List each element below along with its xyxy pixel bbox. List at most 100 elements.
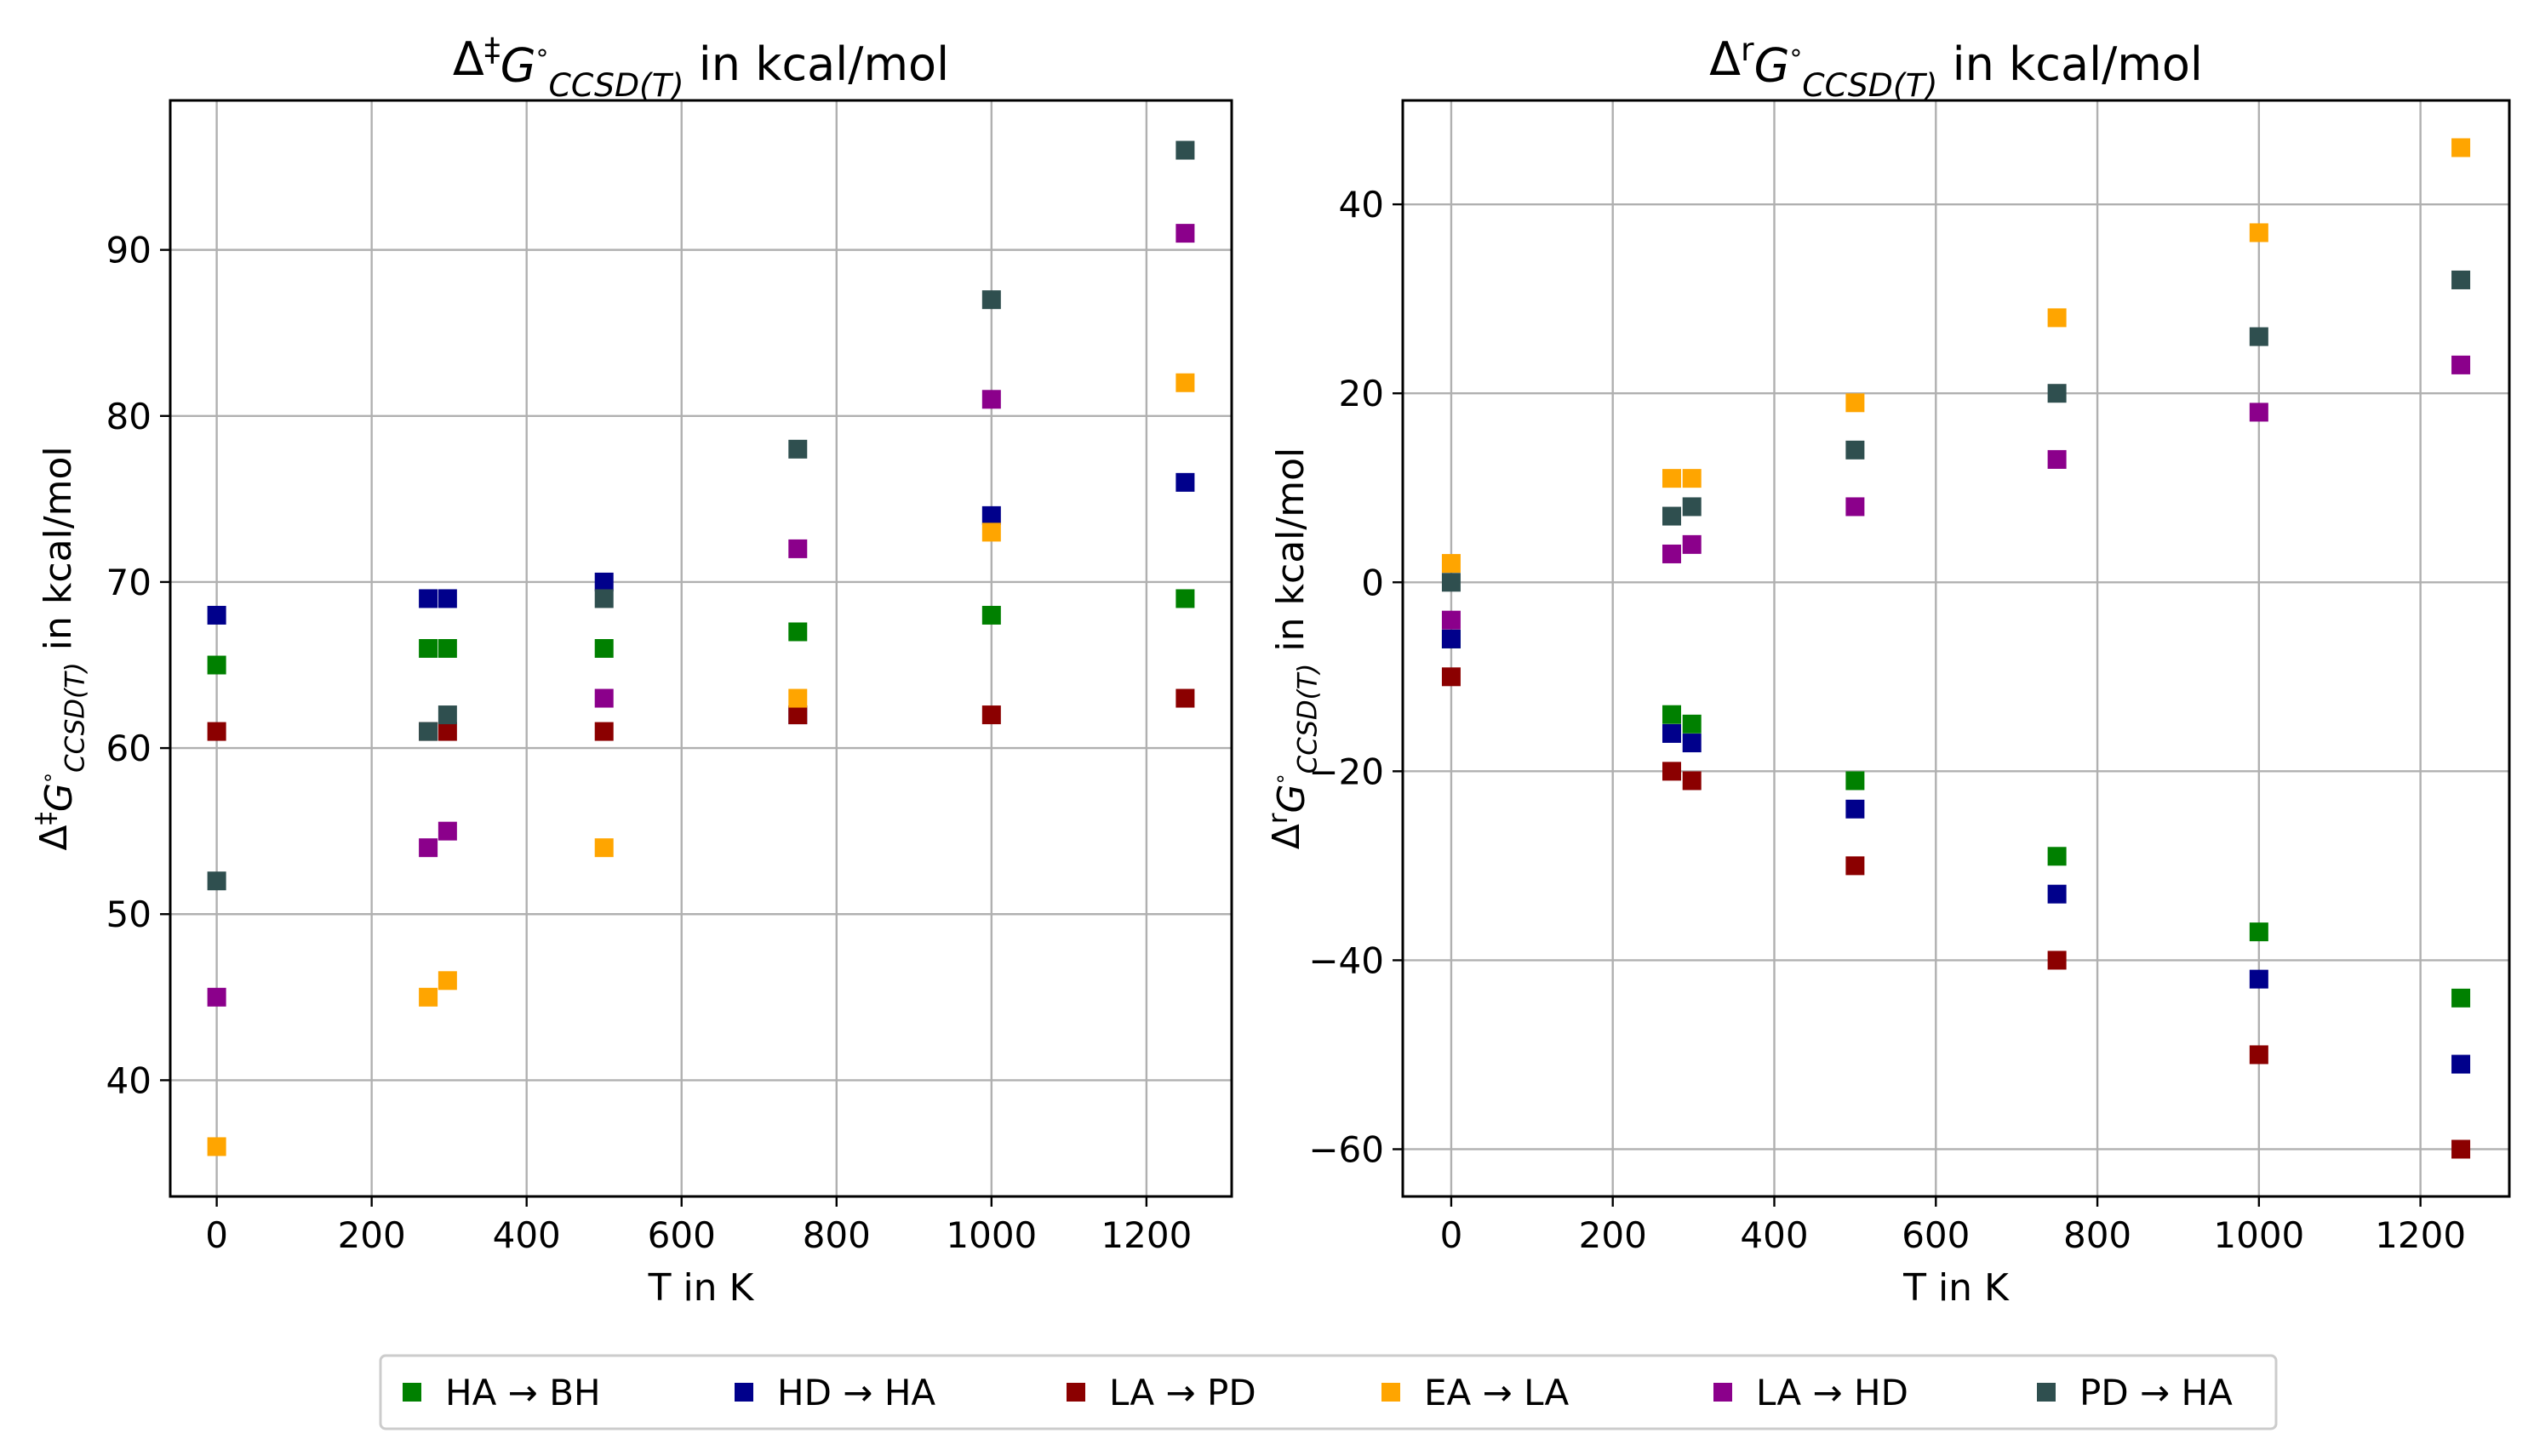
- data-point: [1175, 473, 1194, 492]
- data-point: [438, 971, 457, 990]
- data-point: [2250, 223, 2268, 242]
- data-point: [982, 290, 1001, 309]
- data-point: [788, 689, 807, 708]
- x-tick-label: 200: [338, 1214, 406, 1256]
- y-tick-label: −60: [1308, 1128, 1384, 1170]
- data-point: [982, 506, 1001, 525]
- legend-label: LA → HD: [1756, 1372, 1908, 1413]
- data-point: [1175, 374, 1194, 392]
- data-point: [982, 390, 1001, 408]
- data-point: [1442, 573, 1461, 591]
- data-point: [1683, 734, 1702, 752]
- data-point: [788, 622, 807, 641]
- y-tick-label: 70: [106, 562, 152, 603]
- data-point: [595, 639, 614, 658]
- legend-label: EA → LA: [1424, 1372, 1570, 1413]
- x-tick-label: 400: [1740, 1214, 1808, 1256]
- data-point: [2451, 356, 2470, 374]
- data-point: [1683, 469, 1702, 488]
- data-point: [2250, 1045, 2268, 1064]
- data-point: [208, 722, 226, 741]
- data-point: [2250, 403, 2268, 421]
- y-tick-label: 80: [106, 396, 152, 437]
- data-point: [2451, 1139, 2470, 1158]
- data-point: [2048, 885, 2067, 904]
- data-point: [2451, 271, 2470, 289]
- chart-title: Δ‡G°CCSD(T) in kcal/mol: [453, 31, 949, 104]
- data-point: [1683, 497, 1702, 516]
- y-tick-label: 0: [1361, 562, 1384, 603]
- data-point: [1175, 224, 1194, 243]
- y-tick-label: 60: [106, 728, 152, 769]
- data-point: [1442, 554, 1461, 573]
- data-point: [1845, 393, 1864, 412]
- data-point: [595, 573, 614, 591]
- legend-label: LA → PD: [1109, 1372, 1256, 1413]
- x-tick-label: 1200: [2375, 1214, 2466, 1256]
- legend-marker: [2037, 1383, 2056, 1402]
- data-point: [1442, 630, 1461, 648]
- data-point: [1662, 507, 1681, 526]
- chart-reaction-free-energy: 0 200 400 600 800 1000 1200 −60 −40 −20 0 20 40 T in …: [1263, 31, 2509, 1310]
- data-point: [1662, 724, 1681, 743]
- data-point: [2451, 989, 2470, 1008]
- data-point: [2048, 951, 2067, 969]
- legend-box: [380, 1356, 2276, 1429]
- legend-marker: [1381, 1383, 1400, 1402]
- data-point: [1845, 771, 1864, 790]
- data-point: [595, 722, 614, 741]
- data-point: [208, 871, 226, 890]
- x-axis-title: T in K: [648, 1266, 755, 1310]
- legend: HA → BH HD → HA LA → PD EA → LA LA → HD PD → …: [380, 1356, 2276, 1429]
- data-point: [1175, 689, 1194, 708]
- data-point: [1683, 535, 1702, 554]
- x-tick-label: 1000: [946, 1214, 1037, 1256]
- y-tick-label: 40: [106, 1059, 152, 1101]
- data-point: [419, 988, 438, 1007]
- data-point: [419, 589, 438, 608]
- x-tick-label: 0: [205, 1214, 228, 1256]
- y-axis-title: Δ‡G°CCSD(T) in kcal/mol: [31, 446, 90, 850]
- x-tick-label: 800: [803, 1214, 871, 1256]
- data-point: [1662, 545, 1681, 563]
- data-point: [1683, 771, 1702, 790]
- legend-label: HA → BH: [445, 1372, 601, 1413]
- data-point: [2451, 1055, 2470, 1074]
- data-point: [2048, 308, 2067, 327]
- data-point: [982, 522, 1001, 541]
- data-point: [1662, 762, 1681, 780]
- data-point: [788, 705, 807, 724]
- chart-activation-free-energy: 0 200 400 600 800 1000 1200405060708090T in KΔ…: [31, 31, 1232, 1310]
- data-point: [438, 722, 457, 741]
- data-point: [208, 988, 226, 1007]
- y-tick-label: 90: [106, 230, 152, 271]
- data-point: [595, 838, 614, 857]
- data-point: [2451, 139, 2470, 157]
- chart-title: ΔrG°CCSD(T) in kcal/mol: [1709, 31, 2203, 104]
- data-point: [2048, 847, 2067, 865]
- y-tick-label: 20: [1339, 373, 1384, 414]
- data-point: [2250, 922, 2268, 941]
- y-tick-label: −40: [1308, 939, 1384, 981]
- data-point: [1845, 856, 1864, 875]
- data-point: [419, 639, 438, 658]
- data-point: [2250, 970, 2268, 989]
- data-point: [2250, 328, 2268, 346]
- legend-label: PD → HA: [2079, 1372, 2233, 1413]
- data-point: [595, 689, 614, 708]
- data-point: [438, 589, 457, 608]
- data-point: [2048, 450, 2067, 469]
- data-point: [1845, 441, 1864, 460]
- legend-label: HD → HA: [777, 1372, 935, 1413]
- data-point: [1683, 715, 1702, 734]
- data-point: [788, 440, 807, 459]
- data-point: [1175, 589, 1194, 608]
- data-point: [1442, 667, 1461, 686]
- data-point: [438, 639, 457, 658]
- x-tick-label: 600: [648, 1214, 716, 1256]
- legend-marker: [1713, 1383, 1732, 1402]
- data-point: [1662, 705, 1681, 724]
- x-tick-label: 0: [1440, 1214, 1463, 1256]
- x-tick-label: 600: [1902, 1214, 1970, 1256]
- data-point: [208, 606, 226, 625]
